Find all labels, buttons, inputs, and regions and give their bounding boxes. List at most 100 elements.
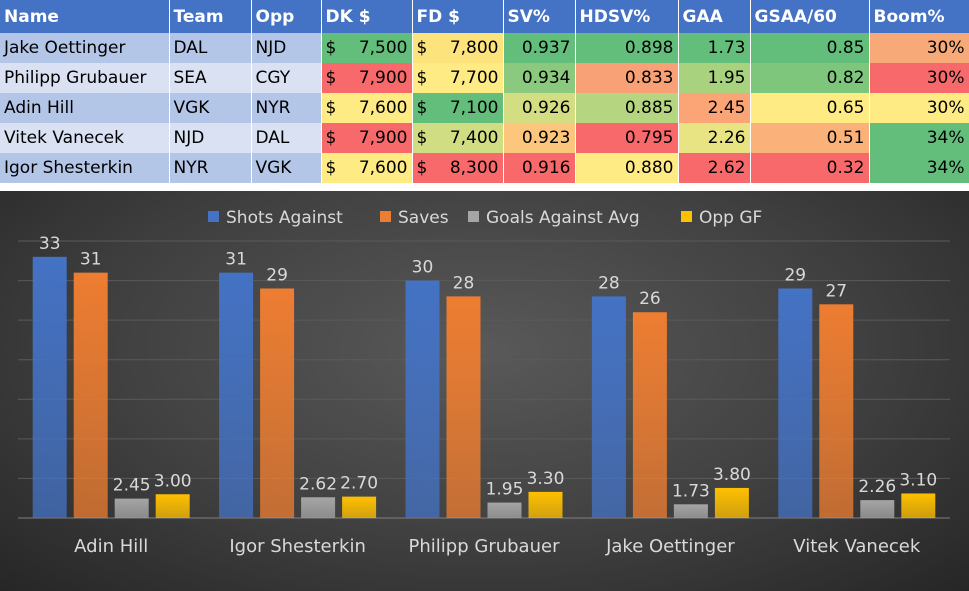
goalie-bar-chart: Shots Against Saves Goals Against Avg Opp G… bbox=[0, 191, 969, 591]
cell-sv: 0.934 bbox=[503, 63, 576, 93]
table-row: Igor Shesterkin NYR VGK $7,600 $8,300 0.916 0.… bbox=[0, 153, 969, 183]
cell-team: SEA bbox=[169, 63, 252, 93]
column-header: Boom% bbox=[869, 0, 969, 33]
column-header: GSAA/60 bbox=[750, 0, 870, 33]
legend-label: Opp GF bbox=[699, 208, 762, 228]
cell-sv: 0.923 bbox=[503, 123, 576, 153]
cell-boom: 30% bbox=[869, 63, 969, 93]
category-label: Igor Shesterkin bbox=[229, 536, 366, 557]
currency-symbol: $ bbox=[325, 38, 337, 58]
cell-team: NYR bbox=[169, 153, 252, 183]
bar bbox=[819, 304, 854, 518]
cell-amount: 7,600 bbox=[358, 158, 408, 178]
data-label: 33 bbox=[39, 234, 61, 254]
bar bbox=[487, 502, 522, 518]
data-label: 1.73 bbox=[672, 481, 710, 501]
table-row: Jake Oettinger DAL NJD $7,500 $7,800 0.937 0.8… bbox=[0, 33, 969, 63]
cell-name: Adin Hill bbox=[0, 93, 170, 123]
bar bbox=[901, 493, 936, 518]
cell-gaa: 2.26 bbox=[678, 123, 751, 153]
category-label: Jake Oettinger bbox=[605, 536, 735, 557]
cell-hdsv: 0.833 bbox=[575, 63, 679, 93]
legend-label: Shots Against bbox=[226, 208, 343, 228]
cell-amount: 7,600 bbox=[358, 98, 408, 118]
bar bbox=[714, 487, 749, 518]
cell-opp: NJD bbox=[251, 33, 322, 63]
bar bbox=[32, 256, 67, 518]
currency-symbol: $ bbox=[325, 98, 337, 118]
cell-sv: 0.916 bbox=[503, 153, 576, 183]
cell-amount: 7,500 bbox=[358, 38, 408, 58]
cell-name: Igor Shesterkin bbox=[0, 153, 170, 183]
data-label: 26 bbox=[639, 289, 661, 309]
bar bbox=[260, 288, 295, 518]
bar bbox=[155, 494, 190, 518]
data-label: 31 bbox=[80, 250, 102, 270]
bar bbox=[673, 504, 708, 518]
legend-swatch bbox=[681, 211, 692, 222]
bar bbox=[446, 296, 481, 518]
currency-symbol: $ bbox=[325, 128, 337, 148]
cell-opp: CGY bbox=[251, 63, 322, 93]
table-row: Adin Hill VGK NYR $7,600 $7,100 0.926 0.885 2.4… bbox=[0, 93, 969, 123]
cell-dk: $7,600 bbox=[321, 153, 413, 183]
cell-name: Vitek Vanecek bbox=[0, 123, 170, 153]
cell-gsaa: 0.82 bbox=[750, 63, 870, 93]
bar bbox=[405, 280, 440, 518]
category-label: Philipp Grubauer bbox=[409, 536, 561, 557]
cell-amount: 8,300 bbox=[449, 158, 499, 178]
cell-dk: $7,600 bbox=[321, 93, 413, 123]
category-label: Vitek Vanecek bbox=[793, 536, 921, 557]
bar bbox=[114, 498, 149, 518]
cell-fd: $7,800 bbox=[412, 33, 504, 63]
legend-label: Saves bbox=[398, 208, 449, 228]
table-row: Philipp Grubauer SEA CGY $7,900 $7,700 0.934 0… bbox=[0, 63, 969, 93]
bar bbox=[528, 491, 563, 518]
cell-name: Philipp Grubauer bbox=[0, 63, 170, 93]
bar bbox=[860, 500, 895, 518]
legend-swatch bbox=[208, 211, 219, 222]
column-header: GAA bbox=[678, 0, 751, 33]
data-label: 3.10 bbox=[899, 470, 937, 490]
legend-swatch bbox=[468, 211, 479, 222]
data-label: 28 bbox=[598, 273, 620, 293]
cell-team: NJD bbox=[169, 123, 252, 153]
legend-swatch bbox=[380, 211, 391, 222]
cell-hdsv: 0.795 bbox=[575, 123, 679, 153]
cell-boom: 30% bbox=[869, 33, 969, 63]
table-row: Vitek Vanecek NJD DAL $7,900 $7,400 0.923 0.79… bbox=[0, 123, 969, 153]
cell-amount: 7,400 bbox=[449, 128, 499, 148]
bar bbox=[301, 497, 336, 518]
cell-gsaa: 0.65 bbox=[750, 93, 870, 123]
cell-dk: $7,900 bbox=[321, 123, 413, 153]
legend-label: Goals Against Avg bbox=[486, 208, 640, 228]
cell-fd: $8,300 bbox=[412, 153, 504, 183]
column-header: FD $ bbox=[412, 0, 504, 33]
column-header: Team bbox=[169, 0, 252, 33]
column-header: SV% bbox=[503, 0, 576, 33]
cell-amount: 7,900 bbox=[358, 68, 408, 88]
currency-symbol: $ bbox=[416, 38, 428, 58]
cell-gsaa: 0.32 bbox=[750, 153, 870, 183]
cell-fd: $7,100 bbox=[412, 93, 504, 123]
column-header: DK $ bbox=[321, 0, 413, 33]
data-label: 2.62 bbox=[299, 474, 337, 494]
data-label: 27 bbox=[825, 281, 847, 301]
data-label: 1.95 bbox=[486, 480, 524, 500]
cell-gaa: 1.95 bbox=[678, 63, 751, 93]
data-label: 3.80 bbox=[713, 465, 751, 485]
data-label: 30 bbox=[412, 258, 434, 278]
currency-symbol: $ bbox=[416, 98, 428, 118]
data-label: 3.00 bbox=[154, 471, 192, 491]
data-label: 29 bbox=[266, 265, 288, 285]
cell-sv: 0.926 bbox=[503, 93, 576, 123]
cell-opp: VGK bbox=[251, 153, 322, 183]
column-header: HDSV% bbox=[575, 0, 679, 33]
cell-hdsv: 0.880 bbox=[575, 153, 679, 183]
data-label: 3.30 bbox=[527, 469, 565, 489]
goalie-stats-table: Name Team Opp DK $ FD $ SV% HDSV% GAA GSAA/60 Boo… bbox=[0, 0, 969, 183]
cell-name: Jake Oettinger bbox=[0, 33, 170, 63]
bar bbox=[342, 496, 377, 518]
cell-gaa: 2.45 bbox=[678, 93, 751, 123]
cell-boom: 34% bbox=[869, 153, 969, 183]
